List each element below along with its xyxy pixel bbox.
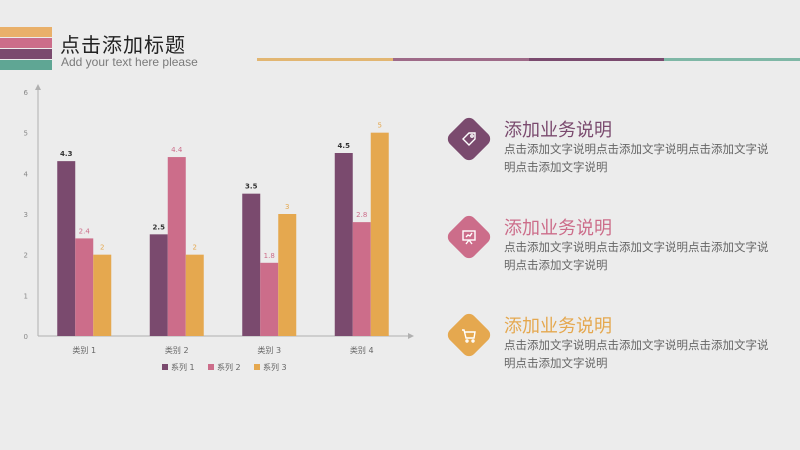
stripe	[0, 60, 52, 70]
x-axis-arrow	[408, 333, 414, 339]
item-description[interactable]: 点击添加文字说明点击添加文字说明点击添加文字说明点击添加文字说明	[504, 240, 769, 272]
y-tick-label: 6	[24, 89, 29, 97]
y-tick-label: 0	[24, 333, 28, 341]
legend-label: 系列 2	[217, 362, 241, 372]
item-title[interactable]: 添加业务说明	[504, 218, 612, 239]
bar-chart: 0 1 2 3 4 5 6 4.3 2.4 2 类别 1 2.5 4.4 2 类别 2 3.5 1.8 3 类别 3…	[24, 84, 414, 372]
data-label: 2.8	[356, 211, 367, 219]
legend-label: 系列 1	[171, 362, 195, 372]
bar	[260, 262, 279, 336]
item-title[interactable]: 添加业务说明	[504, 120, 612, 141]
y-tick-label: 5	[24, 130, 28, 138]
page-subtitle[interactable]: Add your text here please	[61, 55, 198, 69]
data-label: 4.5	[338, 142, 351, 150]
y-tick-label: 2	[24, 252, 28, 260]
item-title[interactable]: 添加业务说明	[504, 316, 612, 337]
stripe	[0, 38, 52, 48]
bar	[185, 254, 204, 336]
divider-segment	[392, 58, 529, 61]
data-label: 5	[378, 122, 382, 130]
data-label: 3	[285, 203, 289, 211]
divider-segment	[257, 58, 393, 61]
x-tick-label: 类别 1	[72, 345, 96, 355]
x-tick-label: 类别 3	[257, 345, 281, 355]
legend-swatch	[162, 364, 168, 370]
title-stripes	[0, 27, 52, 71]
legend-swatch	[208, 364, 214, 370]
item-description[interactable]: 点击添加文字说明点击添加文字说明点击添加文字说明点击添加文字说明	[504, 142, 769, 174]
legend-label: 系列 3	[263, 362, 287, 372]
legend-swatch	[254, 364, 260, 370]
data-label: 4.3	[60, 150, 73, 158]
data-label: 1.8	[264, 252, 275, 260]
x-tick-label: 类别 2	[165, 345, 189, 355]
bar	[167, 157, 186, 336]
data-label: 2.5	[153, 223, 166, 231]
y-tick-label: 3	[24, 211, 28, 219]
bar	[242, 193, 261, 336]
data-label: 3.5	[245, 183, 258, 191]
tag-icon	[452, 122, 486, 156]
data-label: 4.4	[171, 146, 183, 154]
divider-segment	[664, 58, 800, 61]
divider-segment	[528, 58, 665, 61]
shopping-cart-icon	[452, 318, 486, 352]
y-axis-arrow	[35, 84, 41, 90]
bar	[352, 222, 371, 336]
bar	[149, 234, 168, 336]
stripe	[0, 27, 52, 37]
page-title[interactable]: 点击添加标题	[60, 33, 186, 57]
bar	[334, 153, 353, 336]
bar	[370, 132, 389, 336]
bar	[75, 238, 94, 336]
data-label: 2	[193, 244, 197, 252]
bar	[278, 214, 297, 336]
y-tick-label: 4	[24, 170, 29, 178]
data-label: 2	[100, 244, 104, 252]
bar	[57, 161, 76, 336]
item-description[interactable]: 点击添加文字说明点击添加文字说明点击添加文字说明点击添加文字说明	[504, 338, 769, 370]
presentation-board-icon	[452, 220, 486, 254]
header-divider	[257, 58, 800, 61]
bar	[93, 254, 112, 336]
y-tick-label: 1	[24, 292, 28, 300]
data-label: 2.4	[79, 227, 91, 235]
x-tick-label: 类别 4	[350, 345, 374, 355]
stripe	[0, 49, 52, 59]
